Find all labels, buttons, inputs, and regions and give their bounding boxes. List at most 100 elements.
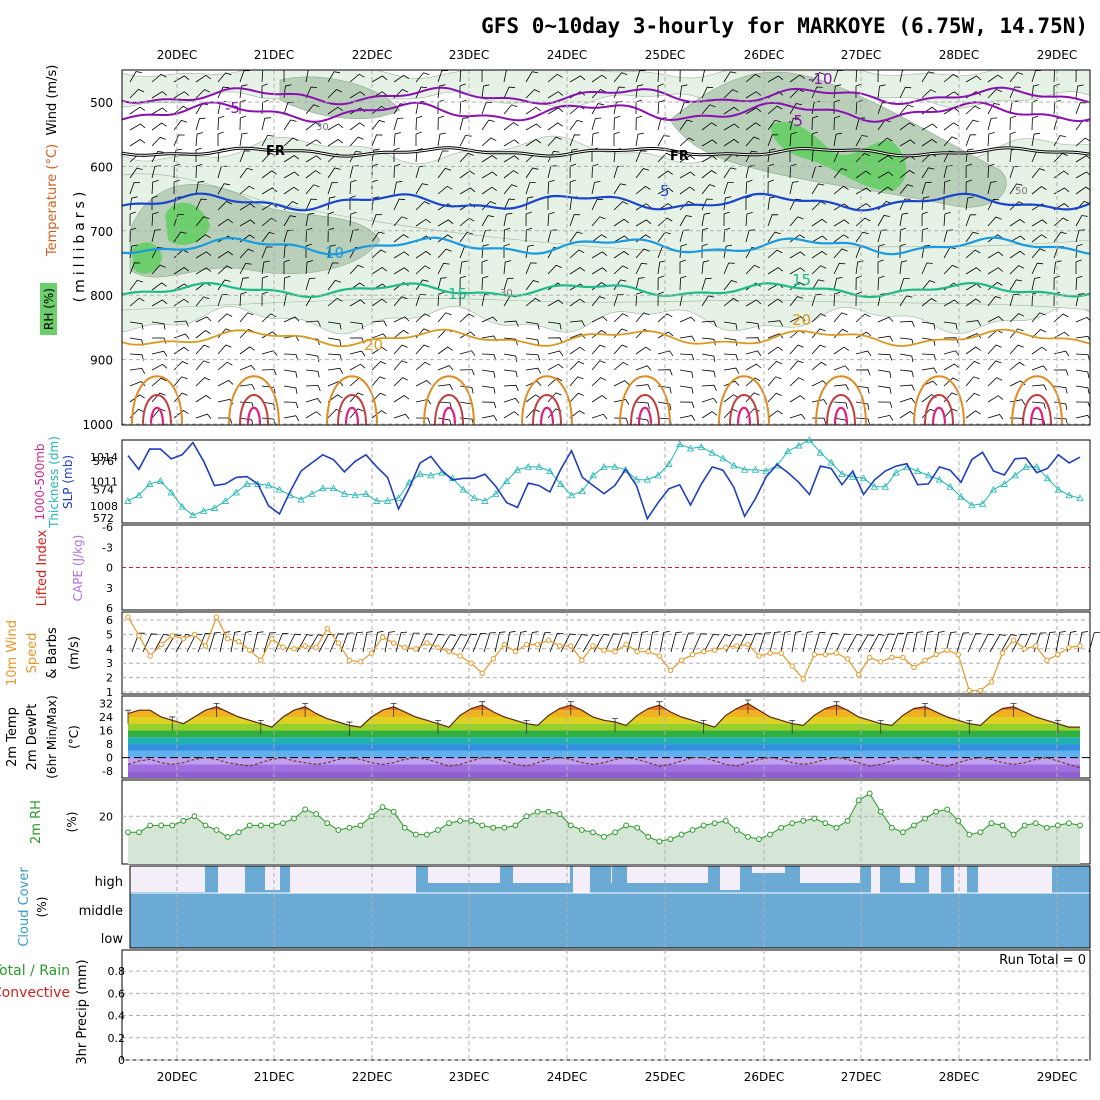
wind-barb (657, 100, 665, 115)
rh-green-east (770, 121, 907, 191)
wind-barb (481, 70, 484, 83)
temp2m-band-6 (128, 737, 1080, 745)
wind-barb (481, 369, 496, 378)
wind-barb (1031, 115, 1039, 131)
precip-ylabel-convective: Convective (0, 985, 70, 1001)
wind-barb (547, 212, 555, 227)
wind-barb (767, 134, 779, 147)
wind-barb (701, 277, 712, 291)
wind-barb (239, 185, 255, 195)
wind-barb (833, 346, 850, 355)
temp2m-line (127, 702, 1080, 728)
rh2m-point (634, 824, 641, 831)
wind-barb (943, 363, 960, 371)
thickness-point (795, 441, 803, 449)
contour-label-t10: 10 (325, 244, 344, 262)
wind-barb (679, 102, 691, 115)
wind-barb (283, 119, 297, 131)
wind-barb (987, 344, 1002, 355)
wind10-speed-point (579, 657, 585, 664)
wind-barb (283, 186, 300, 195)
wind-barb (987, 395, 1004, 403)
wind10-barb (1055, 631, 1066, 653)
wind-barb (921, 280, 936, 291)
wind-barb (723, 262, 735, 275)
wind-barb (1053, 260, 1062, 275)
wind-barb (679, 171, 696, 179)
wind10-barb (956, 632, 970, 653)
temp2m-band-8 (128, 750, 1080, 758)
wind-barb (635, 312, 650, 323)
wind-barb (437, 185, 453, 195)
wind-barb (305, 277, 316, 291)
thickness-point (730, 461, 738, 469)
upper-ytick-0: 500 (90, 96, 113, 110)
wind-barb (855, 417, 870, 425)
wind-barb (195, 216, 210, 227)
contour-label-minus5-east: -5 (788, 112, 803, 130)
wind-barb (877, 155, 894, 163)
temp2m-minmax (700, 719, 707, 734)
wind-barb (987, 360, 1002, 371)
cloud-clear-1 (218, 866, 245, 893)
wind-barb (745, 229, 756, 243)
wind-barb (371, 333, 388, 339)
wind10-speed-point (368, 650, 375, 656)
wind-barb (415, 115, 423, 131)
wind-barb (327, 106, 344, 115)
wind-barb (767, 346, 783, 355)
wind-barb (877, 215, 890, 227)
thickness-point (589, 471, 597, 479)
wind-barb (657, 187, 674, 195)
rh2m-point (357, 822, 364, 829)
wind-barb (151, 282, 167, 291)
wind-barb (437, 248, 452, 259)
wind-barb (503, 227, 511, 243)
cloud-clear-11 (800, 866, 860, 883)
wind-barb (767, 105, 783, 115)
wind-barb (327, 337, 342, 346)
contour-t-minus10 (122, 86, 1090, 106)
wind-barb (745, 136, 760, 147)
wind-barb (1009, 361, 1025, 371)
contour-t30-loop (434, 394, 464, 425)
wind-barb (943, 165, 953, 179)
wind-barb (151, 392, 166, 403)
wind-barb (1075, 70, 1078, 83)
thickness-point (1043, 474, 1052, 482)
wind-barb (1053, 417, 1068, 425)
thickness-point (881, 482, 889, 490)
cloud-level-low: low (101, 932, 124, 947)
wind-barb (1075, 401, 1090, 408)
wind-barb (327, 71, 341, 83)
wind-barb (415, 72, 430, 83)
wind-barb (1009, 86, 1021, 99)
wind-barb (987, 74, 1003, 83)
contour-t5 (122, 192, 1090, 212)
wind-barb (129, 321, 144, 330)
wind-barb (833, 262, 846, 275)
contour-freezing-inner (122, 147, 1090, 157)
wind-barb (129, 279, 144, 291)
wind10-speed-point (1066, 644, 1072, 651)
wind-barb (833, 115, 841, 131)
contour-label-t20: 20 (364, 336, 383, 354)
wind-barb (723, 106, 740, 115)
wind-barb (855, 70, 859, 83)
contour-label-t15: 15 (448, 285, 467, 303)
wind10-speed-point (545, 637, 552, 643)
wind-barb (129, 196, 138, 211)
rh2m-point (866, 790, 873, 797)
wind-barb (415, 131, 422, 146)
temp2m-ytick-4: 24 (99, 711, 113, 724)
date-label-top-1: 21DEC (254, 48, 294, 62)
wind-barb (723, 89, 739, 99)
wind-barb (1009, 344, 1024, 355)
wind-barb (899, 369, 914, 378)
wind-barb (305, 227, 313, 243)
rh2m-point (313, 811, 320, 817)
contour-t-minus5 (122, 101, 1090, 123)
thickness-point (762, 467, 770, 475)
wind-barb (701, 139, 718, 147)
wind10-barb (780, 631, 791, 653)
